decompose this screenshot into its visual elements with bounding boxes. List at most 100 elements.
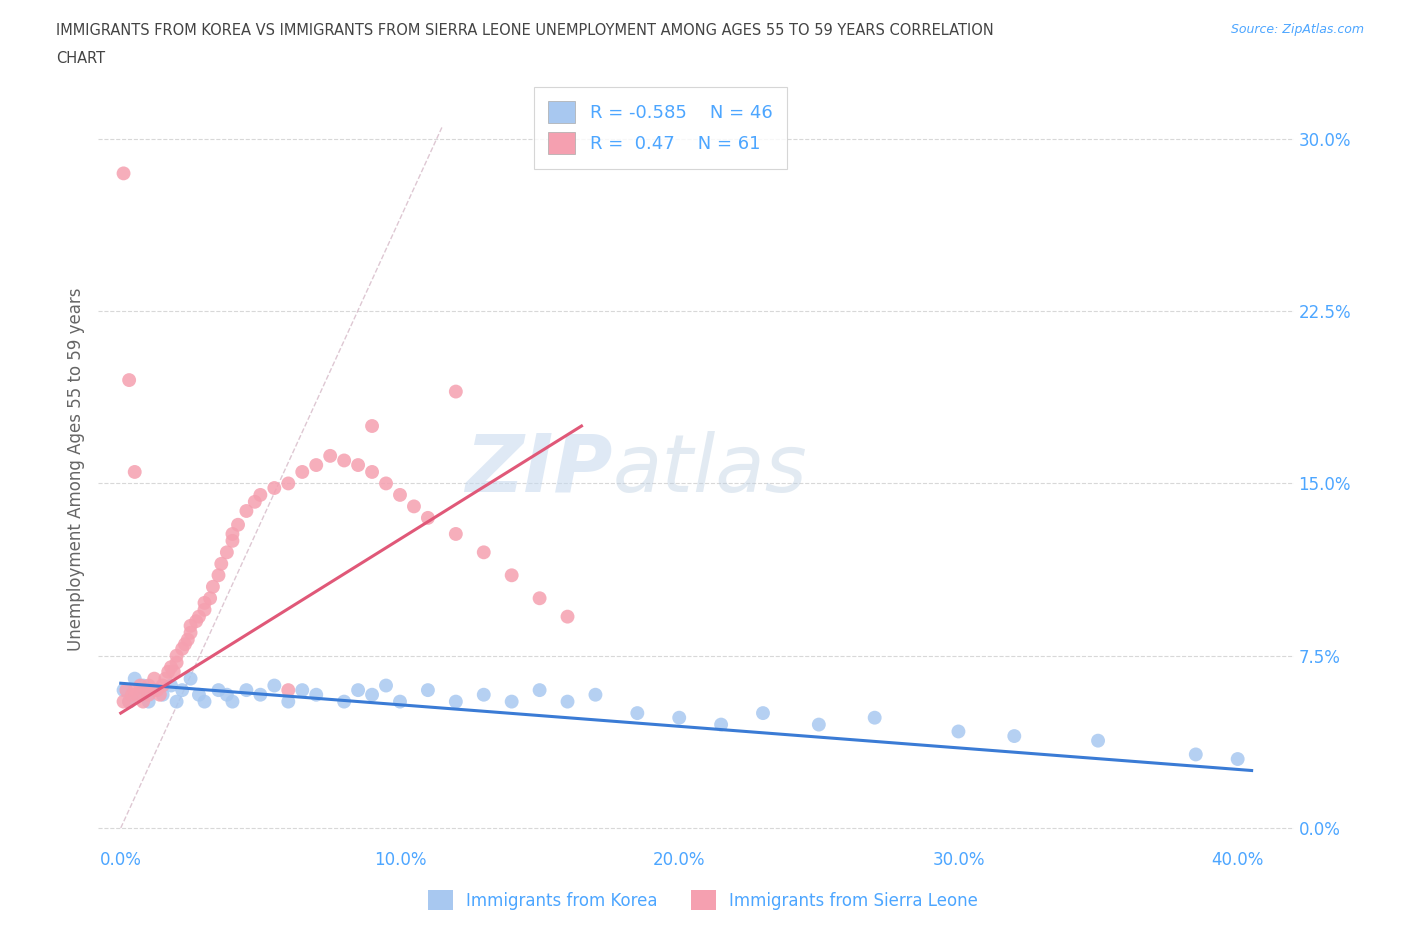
- Point: [291, 683, 314, 698]
- Point: [118, 373, 141, 388]
- Point: [948, 724, 970, 739]
- Point: [263, 481, 285, 496]
- Point: [444, 694, 467, 709]
- Point: [152, 687, 174, 702]
- Point: [305, 458, 328, 472]
- Point: [129, 678, 152, 693]
- Point: [138, 678, 160, 693]
- Point: [180, 671, 202, 686]
- Point: [118, 694, 141, 709]
- Point: [155, 671, 177, 686]
- Point: [277, 476, 299, 491]
- Point: [146, 683, 169, 698]
- Point: [626, 706, 648, 721]
- Point: [1002, 728, 1025, 743]
- Point: [112, 683, 135, 698]
- Point: [501, 568, 523, 583]
- Point: [172, 642, 194, 657]
- Legend: Immigrants from Korea, Immigrants from Sierra Leone: Immigrants from Korea, Immigrants from S…: [422, 884, 984, 917]
- Point: [209, 556, 232, 571]
- Text: atlas: atlas: [613, 431, 807, 509]
- Point: [402, 499, 425, 514]
- Point: [444, 526, 467, 541]
- Point: [501, 694, 523, 709]
- Point: [138, 694, 160, 709]
- Point: [118, 694, 141, 709]
- Point: [193, 603, 215, 618]
- Point: [361, 464, 384, 479]
- Point: [1226, 751, 1249, 766]
- Point: [529, 683, 551, 698]
- Point: [124, 671, 146, 686]
- Text: CHART: CHART: [56, 51, 105, 66]
- Point: [186, 614, 208, 629]
- Point: [226, 517, 249, 532]
- Point: [132, 678, 155, 693]
- Point: [319, 448, 342, 463]
- Point: [752, 706, 775, 721]
- Point: [215, 545, 238, 560]
- Point: [174, 637, 197, 652]
- Point: [215, 687, 238, 702]
- Point: [138, 687, 160, 702]
- Point: [152, 678, 174, 693]
- Point: [710, 717, 733, 732]
- Point: [180, 618, 202, 633]
- Point: [375, 678, 398, 693]
- Point: [187, 687, 209, 702]
- Point: [291, 464, 314, 479]
- Point: [198, 591, 221, 605]
- Point: [157, 664, 180, 679]
- Point: [143, 683, 166, 698]
- Point: [160, 678, 183, 693]
- Point: [166, 648, 188, 663]
- Point: [221, 526, 243, 541]
- Text: IMMIGRANTS FROM KOREA VS IMMIGRANTS FROM SIERRA LEONE UNEMPLOYMENT AMONG AGES 55: IMMIGRANTS FROM KOREA VS IMMIGRANTS FROM…: [56, 23, 994, 38]
- Point: [472, 545, 495, 560]
- Point: [112, 694, 135, 709]
- Text: ZIP: ZIP: [465, 431, 613, 509]
- Point: [249, 687, 271, 702]
- Point: [277, 683, 299, 698]
- Text: Source: ZipAtlas.com: Source: ZipAtlas.com: [1230, 23, 1364, 36]
- Point: [444, 384, 467, 399]
- Point: [529, 591, 551, 605]
- Point: [160, 659, 183, 674]
- Point: [124, 683, 146, 698]
- Point: [668, 711, 690, 725]
- Point: [249, 487, 271, 502]
- Point: [166, 655, 188, 670]
- Point: [472, 687, 495, 702]
- Point: [207, 683, 229, 698]
- Point: [193, 595, 215, 610]
- Point: [807, 717, 830, 732]
- Point: [863, 711, 886, 725]
- Point: [388, 694, 411, 709]
- Point: [166, 694, 188, 709]
- Point: [557, 694, 579, 709]
- Point: [361, 687, 384, 702]
- Point: [221, 534, 243, 549]
- Point: [263, 678, 285, 693]
- Point: [177, 632, 200, 647]
- Point: [201, 579, 224, 594]
- Point: [277, 694, 299, 709]
- Point: [557, 609, 579, 624]
- Point: [180, 625, 202, 640]
- Point: [132, 694, 155, 709]
- Point: [1184, 747, 1206, 762]
- Point: [112, 166, 135, 180]
- Point: [243, 495, 266, 510]
- Point: [187, 609, 209, 624]
- Point: [388, 487, 411, 502]
- Point: [121, 687, 143, 702]
- Y-axis label: Unemployment Among Ages 55 to 59 years: Unemployment Among Ages 55 to 59 years: [66, 288, 84, 651]
- Point: [124, 464, 146, 479]
- Point: [361, 418, 384, 433]
- Point: [193, 694, 215, 709]
- Point: [235, 683, 257, 698]
- Point: [163, 664, 186, 679]
- Point: [129, 687, 152, 702]
- Point: [115, 683, 138, 698]
- Point: [333, 694, 356, 709]
